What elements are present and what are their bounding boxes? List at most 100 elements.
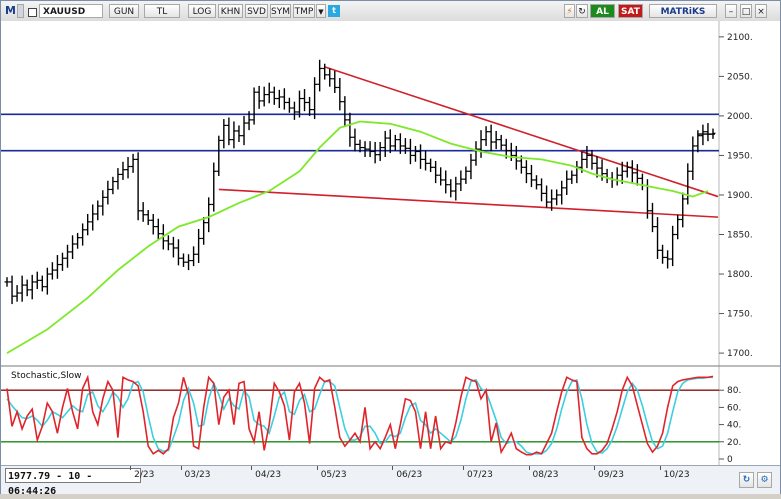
- ohlc-bar: [150, 213, 156, 235]
- ohlc-bar: [680, 192, 686, 228]
- ohlc-bar: [317, 59, 323, 92]
- ohlc-bar: [29, 274, 35, 300]
- ohlc-bar: [564, 170, 570, 195]
- ohlc-bar: [236, 125, 242, 143]
- x-tick-label: 05/23: [320, 470, 347, 480]
- ohlc-bar: [685, 163, 691, 205]
- ohlc-bar: [80, 223, 86, 246]
- ohlc-bar: [327, 68, 333, 87]
- ohlc-bar: [226, 117, 232, 146]
- ohlc-bar: [418, 144, 424, 169]
- lightning-icon[interactable]: ⚡: [564, 4, 575, 18]
- ohlc-bar: [85, 213, 91, 236]
- scroll-left-icon[interactable]: ↻: [739, 472, 754, 488]
- log-button[interactable]: LOG: [188, 4, 216, 18]
- ohlc-bar: [115, 168, 121, 190]
- ohlc-bar: [665, 250, 671, 269]
- ohlc-bar: [589, 149, 595, 170]
- ohlc-bar: [523, 160, 529, 184]
- ohlc-bar: [448, 179, 454, 198]
- ohlc-bar: [402, 138, 408, 154]
- price-tick-label: 1950.: [727, 151, 753, 161]
- stochastic-tick-label: 0: [727, 455, 733, 465]
- ohlc-bar: [19, 275, 25, 302]
- minimize-icon[interactable]: –: [725, 4, 737, 18]
- ohlc-bar: [377, 142, 383, 161]
- stochastic-tick-label: 60.: [727, 403, 741, 413]
- currency-button[interactable]: TL: [144, 4, 180, 18]
- ohlc-bar: [170, 236, 176, 258]
- ohlc-bar: [357, 139, 363, 153]
- price-tick-label: 2000.: [727, 112, 753, 122]
- period-button[interactable]: GUN: [109, 4, 139, 18]
- buy-button[interactable]: AL: [590, 4, 615, 18]
- ohlc-bar: [95, 200, 101, 221]
- ohlc-bar: [105, 180, 111, 205]
- ohlc-bar: [24, 279, 30, 297]
- x-tick-mark: [392, 466, 394, 470]
- chart-svg[interactable]: 1700. 1750. 1800. 1850. 1900. 1950. 2000. 2050.…: [1, 21, 780, 465]
- ohlc-bar: [478, 130, 484, 158]
- symbol-field[interactable]: XAUUSD: [39, 4, 103, 18]
- ohlc-bar: [423, 150, 429, 171]
- ohlc-bar: [670, 225, 676, 267]
- ohlc-bar: [498, 134, 504, 150]
- tmp-button[interactable]: TMP: [293, 4, 315, 18]
- restore-icon[interactable]: □: [740, 4, 752, 18]
- sym-button[interactable]: SYM: [270, 4, 291, 18]
- ohlc-bar: [619, 161, 625, 184]
- x-tick-label: 08/23: [532, 470, 559, 480]
- ohlc-bar: [302, 89, 308, 112]
- khn-button[interactable]: KHN: [218, 4, 243, 18]
- ohlc-bar: [9, 275, 15, 305]
- cursor-readout: 1977.79 - 10 - 06:44:26: [5, 468, 141, 497]
- stochastic-tick-label: 80.: [727, 386, 741, 396]
- dropdown-arrow-icon[interactable]: ▼: [316, 4, 326, 18]
- ohlc-bar: [261, 86, 267, 107]
- price-tick-label: 1750.: [727, 310, 753, 320]
- menu-letter[interactable]: M: [5, 4, 16, 17]
- ohlc-bar: [534, 175, 539, 190]
- twitter-icon[interactable]: t: [328, 5, 340, 17]
- ohlc-bar: [196, 228, 202, 263]
- ohlc-bar: [332, 70, 338, 93]
- x-tick-mark: [594, 466, 596, 470]
- refresh-icon[interactable]: ↻: [576, 4, 588, 18]
- ohlc-bar: [594, 156, 600, 178]
- ohlc-bar: [130, 153, 136, 173]
- ohlc-bar: [90, 204, 96, 231]
- ohlc-bar: [49, 262, 55, 280]
- ohlc-bar: [584, 145, 590, 169]
- ohlc-bar: [382, 130, 388, 158]
- ohlc-bar: [291, 101, 297, 120]
- x-tick-label: 03/23: [184, 470, 211, 480]
- ohlc-bar: [120, 161, 126, 180]
- ohlc-bar: [39, 275, 45, 292]
- ohlc-bar: [286, 97, 292, 113]
- ohlc-bar: [75, 232, 81, 249]
- menu-handle[interactable]: [17, 4, 24, 18]
- x-tick-label: 04/23: [255, 470, 282, 480]
- x-tick-mark: [462, 466, 464, 470]
- ohlc-bar: [256, 85, 262, 109]
- ohlc-bar: [458, 170, 464, 192]
- close-icon[interactable]: ×: [755, 4, 767, 18]
- ohlc-bar: [428, 158, 434, 173]
- ohlc-bar: [206, 197, 212, 233]
- ohlc-bar: [675, 214, 681, 240]
- ohlc-bar: [649, 202, 655, 233]
- svd-button[interactable]: SVD: [245, 4, 268, 18]
- sell-button[interactable]: SAT: [618, 4, 643, 18]
- x-tick-mark: [316, 466, 318, 470]
- ohlc-bar: [251, 87, 257, 125]
- settings-icon[interactable]: ⚙: [757, 472, 772, 488]
- stochastic-series-line: [6, 374, 714, 456]
- symbol-checkbox[interactable]: [28, 8, 37, 17]
- ohlc-bar: [337, 77, 343, 111]
- ohlc-bar: [216, 135, 222, 177]
- ohlc-bar: [407, 138, 413, 165]
- status-bar: 1977.79 - 10 - 06:44:26 2/23 03/23 04/23 05…: [1, 465, 780, 497]
- ohlc-bar: [59, 252, 65, 271]
- ohlc-bar: [397, 133, 403, 154]
